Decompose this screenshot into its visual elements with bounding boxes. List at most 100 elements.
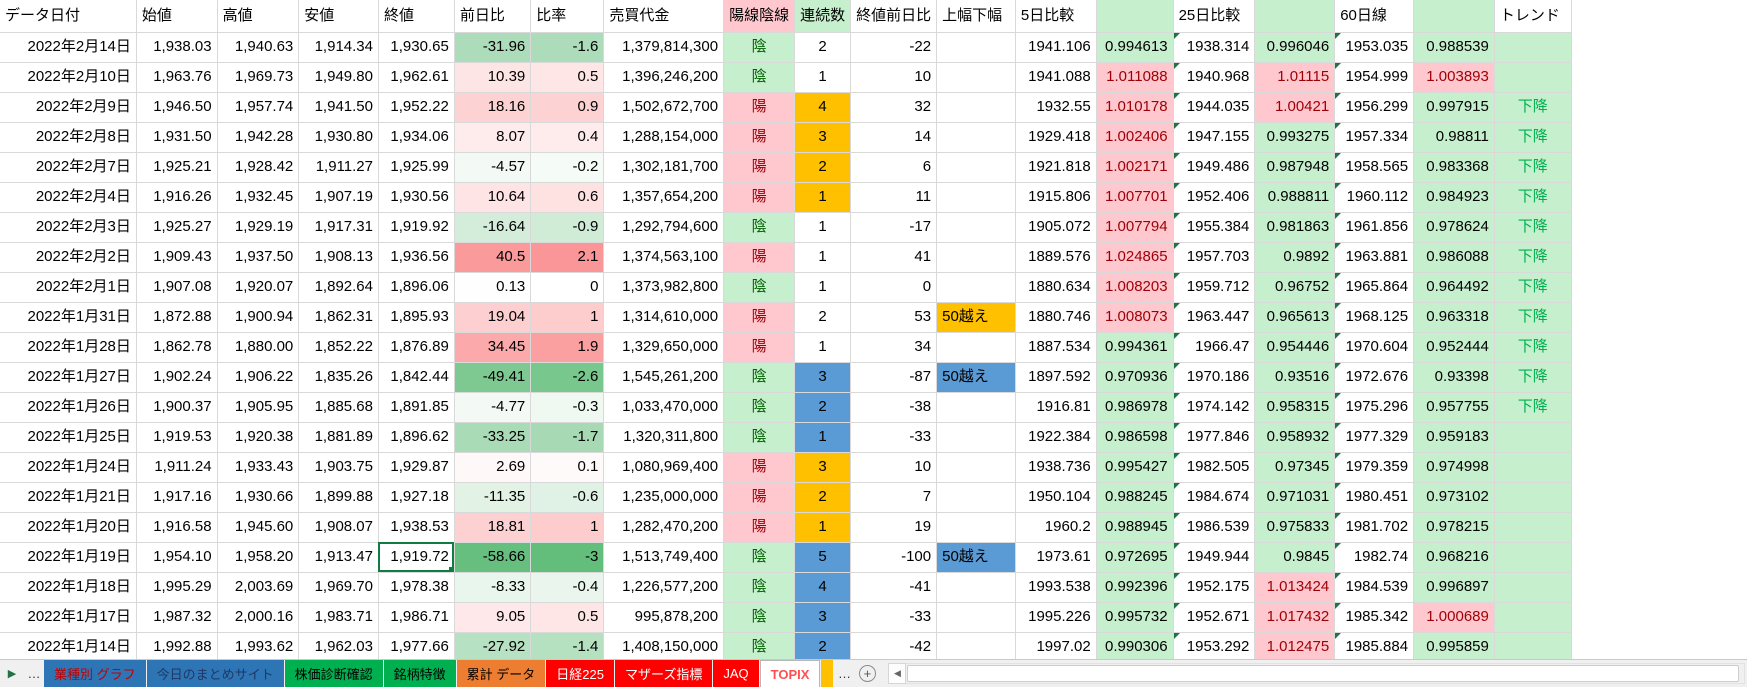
cell-d5v[interactable]: 1880.634 — [1015, 272, 1097, 303]
cell-d60r[interactable]: 0.974998 — [1413, 452, 1495, 483]
cell-empty[interactable] — [1571, 62, 1747, 92]
cell-d5v[interactable]: 1880.746 — [1015, 302, 1097, 333]
cell-candle[interactable]: 陽 — [723, 512, 796, 543]
cell-high[interactable]: 1,969.73 — [217, 62, 300, 93]
cell-cchg[interactable]: -41 — [850, 572, 938, 603]
cell-vol[interactable]: 995,878,200 — [603, 602, 725, 633]
cell-date[interactable]: 2022年1月14日 — [0, 632, 137, 659]
cell-streak[interactable]: 1 — [794, 242, 852, 273]
cell-d25r[interactable]: 0.971031 — [1254, 482, 1336, 513]
cell-d25r[interactable]: 0.996046 — [1254, 32, 1336, 63]
cell-vol[interactable]: 1,357,654,200 — [603, 182, 725, 213]
cell-cchg[interactable]: 32 — [850, 92, 938, 123]
cell-d5r[interactable]: 0.995732 — [1096, 602, 1174, 633]
cell-d5r[interactable]: 1.007794 — [1096, 212, 1174, 243]
cell-low[interactable]: 1,903.75 — [298, 452, 379, 483]
cell-high[interactable]: 1,932.45 — [217, 182, 300, 213]
cell-low[interactable]: 1,930.80 — [298, 122, 379, 153]
cell-candle[interactable]: 陰 — [723, 632, 796, 659]
cell-candle[interactable]: 陰 — [723, 422, 796, 453]
sheet-tab-2[interactable]: 今日のまとめサイト — [146, 660, 284, 687]
cell-high[interactable]: 1,993.62 — [217, 632, 300, 659]
cell-cchg[interactable]: -22 — [850, 32, 938, 63]
cell-empty[interactable] — [1571, 32, 1747, 62]
cell-streak[interactable]: 3 — [794, 452, 852, 483]
cell-pct[interactable]: 1 — [530, 512, 605, 543]
cell-high[interactable]: 2,003.69 — [217, 572, 300, 603]
cell-d25v[interactable]: 1949.486 — [1173, 152, 1256, 183]
cell-open[interactable]: 1,919.53 — [136, 422, 218, 453]
cell-high[interactable]: 1,880.00 — [217, 332, 300, 363]
cell-vol[interactable]: 1,226,577,200 — [603, 572, 725, 603]
cell-d60v[interactable]: 1980.451 — [1334, 482, 1415, 513]
cell-d60v[interactable]: 1961.856 — [1334, 212, 1415, 243]
cell-cchg[interactable]: -38 — [850, 392, 938, 423]
cell-d60r[interactable]: 0.93398 — [1413, 362, 1495, 393]
cell-low[interactable]: 1,983.71 — [298, 602, 379, 633]
column-header-cchg[interactable]: 終値前日比 — [850, 0, 938, 33]
cell-chg[interactable]: 10.39 — [454, 62, 532, 93]
cell-low[interactable]: 1,914.34 — [298, 32, 379, 63]
cell-close[interactable]: 1,952.22 — [378, 92, 455, 123]
cell-note[interactable] — [936, 332, 1016, 363]
cell-date[interactable]: 2022年1月31日 — [0, 302, 137, 333]
cell-chg[interactable]: 9.05 — [454, 602, 532, 633]
cell-note[interactable] — [936, 92, 1016, 123]
cell-note[interactable]: 50越え — [936, 302, 1016, 333]
add-sheet-button[interactable]: + — [854, 660, 880, 687]
column-header-date[interactable]: データ日付 — [0, 0, 137, 33]
cell-vol[interactable]: 1,373,982,800 — [603, 272, 725, 303]
cell-trend[interactable] — [1494, 602, 1572, 633]
cell-high[interactable]: 1,958.20 — [217, 542, 300, 573]
cell-d60r[interactable]: 0.978215 — [1413, 512, 1495, 543]
sheet-tab-3[interactable]: 株価診断確認 — [284, 660, 383, 687]
cell-close[interactable]: 1,876.89 — [378, 332, 455, 363]
cell-streak[interactable]: 2 — [794, 392, 852, 423]
column-header-open[interactable]: 始値 — [136, 0, 218, 33]
cell-d60v[interactable]: 1956.299 — [1334, 92, 1415, 123]
scroll-left-arrow-icon[interactable]: ◀ — [888, 663, 907, 684]
column-header-close[interactable]: 終値 — [378, 0, 455, 33]
cell-chg[interactable]: -33.25 — [454, 422, 532, 453]
cell-streak[interactable]: 1 — [794, 272, 852, 303]
cell-d60r[interactable]: 0.986088 — [1413, 242, 1495, 273]
cell-high[interactable]: 1,937.50 — [217, 242, 300, 273]
cell-note[interactable] — [936, 212, 1016, 243]
cell-pct[interactable]: -0.6 — [530, 482, 605, 513]
cell-low[interactable]: 1,862.31 — [298, 302, 379, 333]
cell-close[interactable]: 1,891.85 — [378, 392, 455, 423]
cell-d25v[interactable]: 1986.539 — [1173, 512, 1256, 543]
cell-empty[interactable] — [1571, 272, 1747, 302]
cell-streak[interactable]: 3 — [794, 122, 852, 153]
cell-vol[interactable]: 1,302,181,700 — [603, 152, 725, 183]
cell-pct[interactable]: 0.6 — [530, 182, 605, 213]
cell-date[interactable]: 2022年1月21日 — [0, 482, 137, 513]
cell-d25r[interactable]: 1.012475 — [1254, 632, 1336, 659]
cell-trend[interactable] — [1494, 422, 1572, 453]
cell-d60r[interactable]: 0.983368 — [1413, 152, 1495, 183]
sheet-tab-4[interactable]: 銘柄特徴 — [383, 660, 456, 687]
cell-chg[interactable]: -4.77 — [454, 392, 532, 423]
cell-streak[interactable]: 4 — [794, 572, 852, 603]
cell-d5v[interactable]: 1960.2 — [1015, 512, 1097, 543]
cell-chg[interactable]: -27.92 — [454, 632, 532, 659]
cell-d5r[interactable]: 0.986978 — [1096, 392, 1174, 423]
cell-d5r[interactable]: 1.008203 — [1096, 272, 1174, 303]
cell-d25r[interactable]: 0.954446 — [1254, 332, 1336, 363]
cell-streak[interactable]: 4 — [794, 92, 852, 123]
cell-d5r[interactable]: 0.988945 — [1096, 512, 1174, 543]
cell-empty[interactable] — [1571, 362, 1747, 392]
cell-low[interactable]: 1,913.47 — [298, 542, 379, 573]
cell-chg[interactable]: 2.69 — [454, 452, 532, 483]
cell-empty[interactable] — [1571, 0, 1747, 32]
cell-open[interactable]: 1,938.03 — [136, 32, 218, 63]
cell-note[interactable] — [936, 32, 1016, 63]
cell-close[interactable]: 1,929.87 — [378, 452, 455, 483]
cell-date[interactable]: 2022年2月9日 — [0, 92, 137, 123]
cell-d25r[interactable]: 1.017432 — [1254, 602, 1336, 633]
column-header-d60r[interactable] — [1413, 0, 1495, 33]
cell-trend[interactable]: 下降 — [1494, 212, 1572, 243]
cell-d5r[interactable]: 1.024865 — [1096, 242, 1174, 273]
cell-note[interactable] — [936, 482, 1016, 513]
cell-d60r[interactable]: 0.952444 — [1413, 332, 1495, 363]
